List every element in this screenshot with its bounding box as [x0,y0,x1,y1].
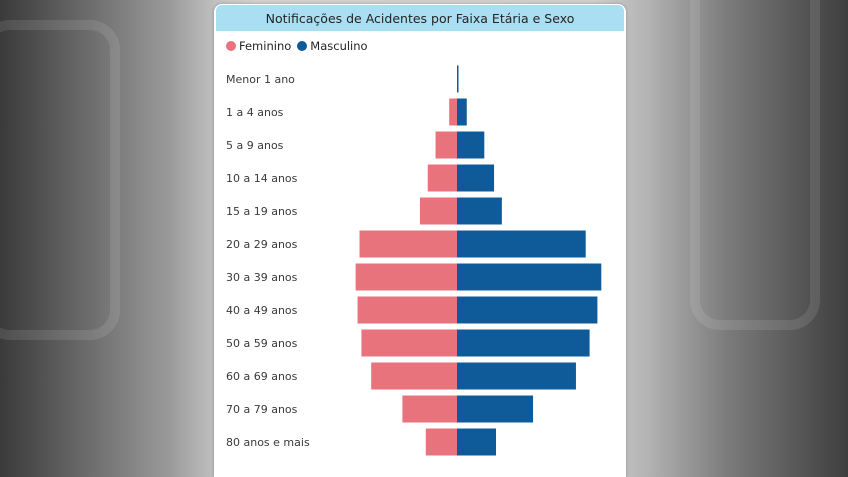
chart-title-bar: Notificações de Acidentes por Faixa Etár… [216,5,624,31]
bar-masculino[interactable] [457,329,590,357]
legend-dot-feminino [226,41,236,51]
legend-item-feminino[interactable]: Feminino [226,39,291,53]
bar-masculino[interactable] [457,65,459,93]
bar-masculino[interactable] [457,131,485,159]
category-label: 80 anos e mais [226,436,310,449]
chart-title: Notificações de Acidentes por Faixa Etár… [265,10,575,26]
bar-masculino[interactable] [457,362,576,390]
category-label: 70 a 79 anos [226,403,298,416]
category-label: 10 a 14 anos [226,172,298,185]
category-label: Menor 1 ano [226,73,295,86]
bar-feminino[interactable] [402,395,457,423]
category-label: 50 a 59 anos [226,337,298,350]
bar-masculino[interactable] [457,230,586,258]
pyramid-chart: Menor 1 ano 1 a 4 anos 5 a 9 anos 10 a 14 a… [226,65,602,456]
bar-masculino[interactable] [457,164,495,192]
chart-card: Notificações de Acidentes por Faixa Etár… [214,4,626,477]
bar-masculino[interactable] [457,395,534,423]
category-label: 30 a 39 anos [226,271,298,284]
bar-feminino[interactable] [357,296,457,324]
bar-masculino[interactable] [457,296,598,324]
legend-item-masculino[interactable]: Masculino [297,39,368,53]
background-stroke [0,20,120,340]
background-stroke [690,0,820,330]
bar-feminino[interactable] [419,197,457,225]
bar-feminino[interactable] [359,230,458,258]
legend-label-masculino: Masculino [310,39,368,53]
bar-masculino[interactable] [457,197,502,225]
bar-feminino[interactable] [425,428,457,456]
bar-feminino[interactable] [355,263,457,291]
legend-label-feminino: Feminino [239,39,292,53]
category-label: 40 a 49 anos [226,304,298,317]
category-label: 15 a 19 anos [226,205,298,218]
category-label: 60 a 69 anos [226,370,298,383]
category-label: 5 a 9 anos [226,139,284,152]
bar-feminino[interactable] [435,131,457,159]
category-label: 20 a 29 anos [226,238,298,251]
chart-legend[interactable]: Feminino Masculino [226,39,374,53]
bar-masculino[interactable] [457,428,496,456]
bar-feminino[interactable] [361,329,457,357]
legend-dot-masculino [297,41,308,51]
category-label: 1 a 4 anos [226,106,284,119]
bar-feminino[interactable] [427,164,457,192]
bar-feminino[interactable] [371,362,457,390]
bar-feminino[interactable] [449,98,457,126]
bar-masculino[interactable] [457,98,467,126]
bar-masculino[interactable] [457,263,602,291]
